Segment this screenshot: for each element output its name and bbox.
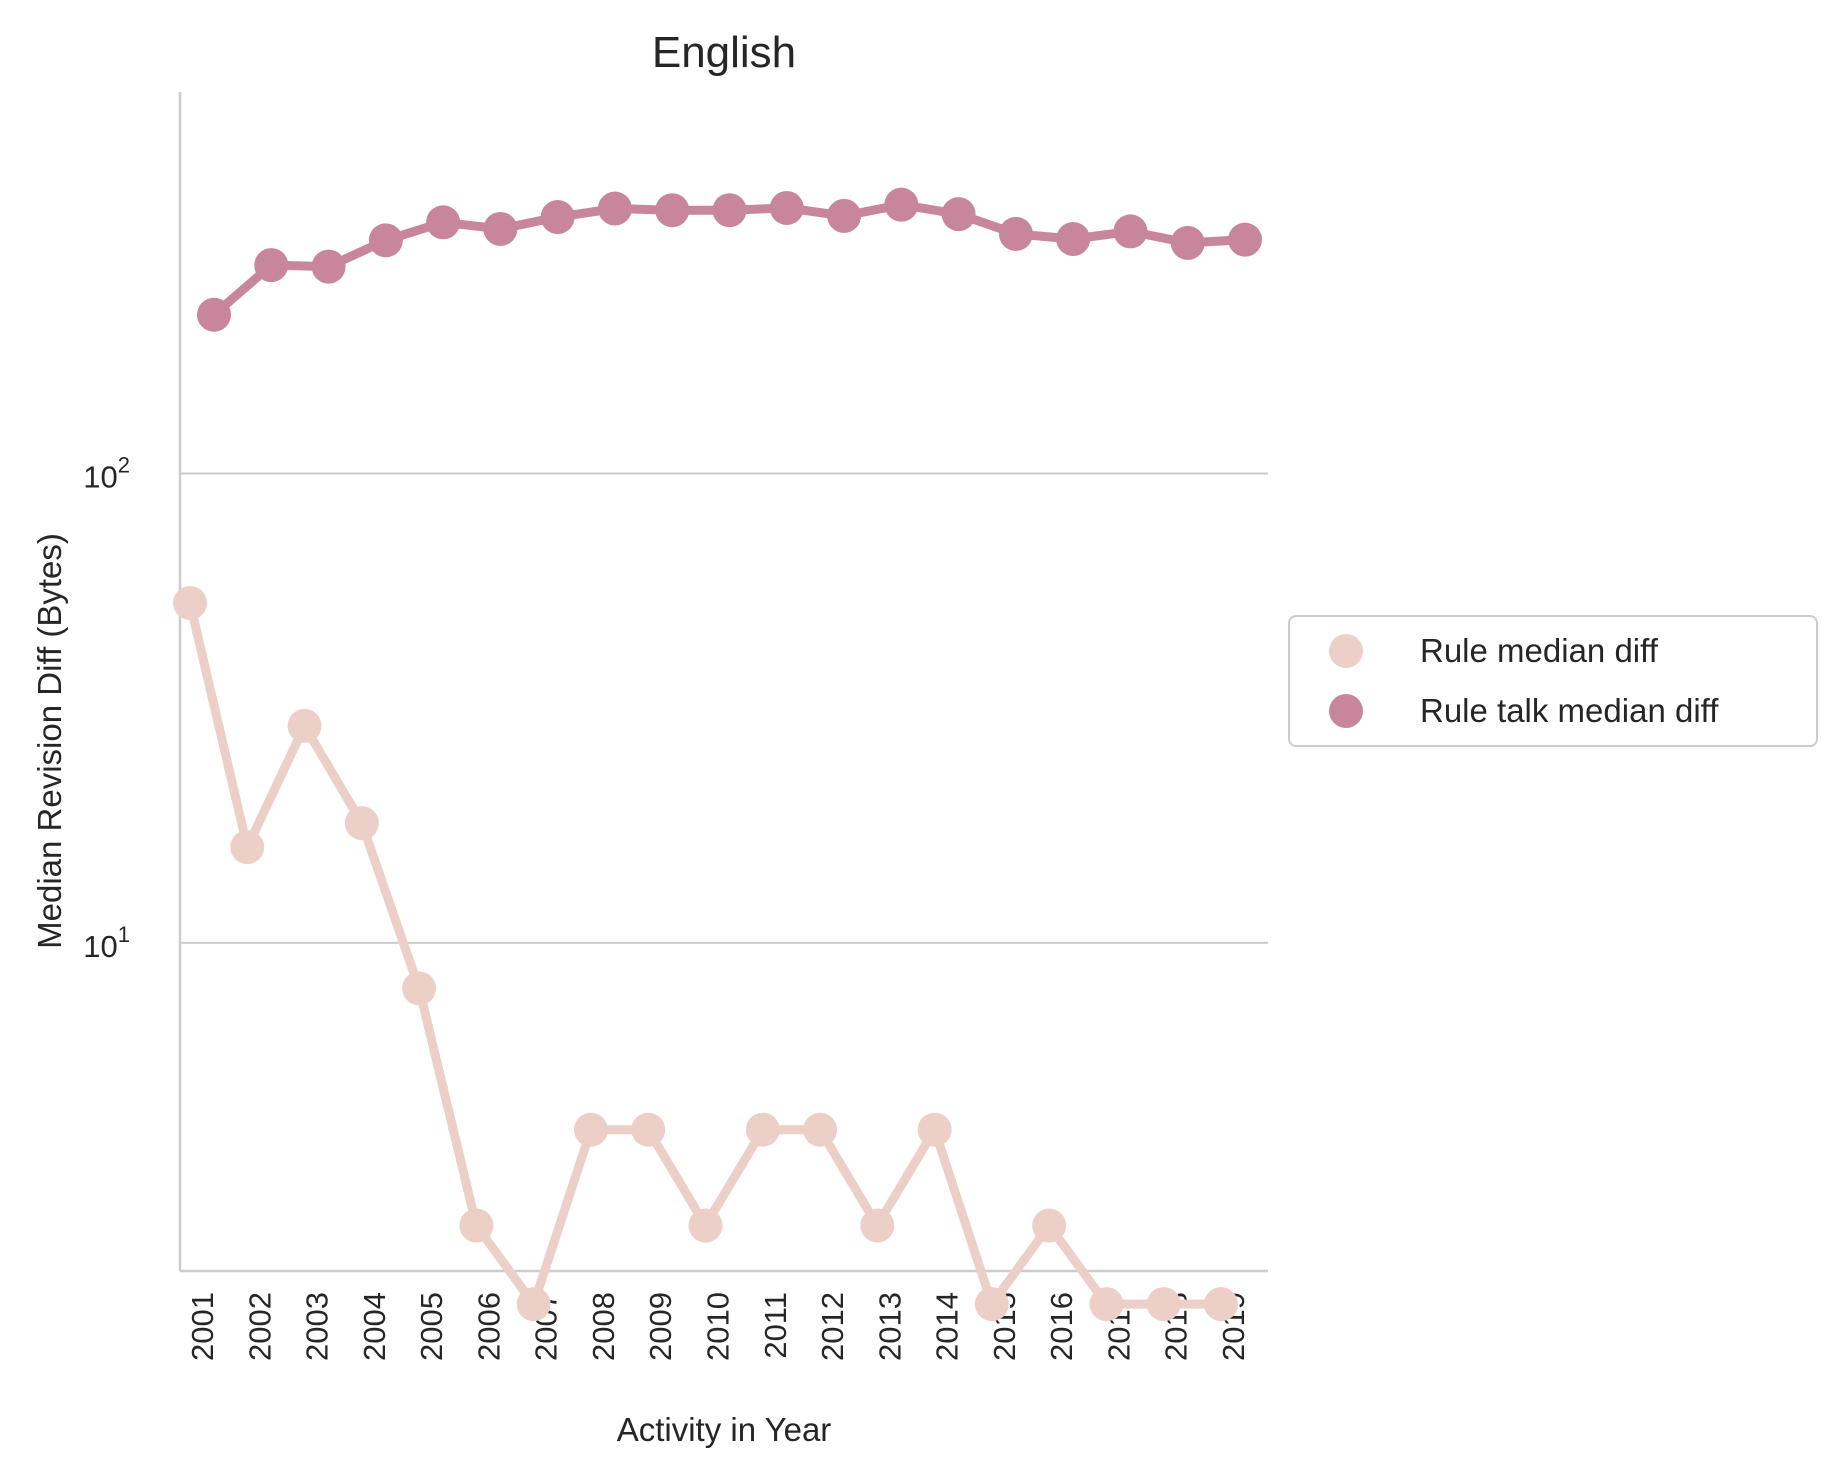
data-point <box>1056 222 1091 257</box>
legend-marker <box>1329 634 1363 668</box>
legend-marker <box>1329 694 1363 728</box>
data-point <box>197 297 231 332</box>
data-point <box>803 1112 838 1147</box>
data-point <box>402 971 437 1006</box>
data-point <box>998 216 1033 251</box>
data-point <box>173 585 207 620</box>
legend-label: Rule talk median diff <box>1420 692 1719 729</box>
gridlines <box>180 472 1268 944</box>
x-tick-label: 2002 <box>242 1292 277 1361</box>
data-point <box>1113 214 1148 249</box>
data-point <box>1204 1287 1238 1322</box>
x-tick-label: 2003 <box>300 1292 335 1361</box>
data-point <box>1032 1208 1067 1243</box>
x-tick-label: 2004 <box>357 1292 392 1361</box>
data-point <box>688 1208 723 1243</box>
data-point <box>540 200 575 235</box>
data-point <box>459 1208 494 1243</box>
data-point <box>1170 225 1205 260</box>
data-point <box>483 211 518 246</box>
x-tick-label: 2011 <box>758 1292 793 1359</box>
data-point <box>655 193 690 228</box>
x-tick-label: 2001 <box>185 1292 220 1361</box>
data-point <box>426 205 461 240</box>
x-tick-label: 2009 <box>643 1292 678 1361</box>
data-point <box>1146 1287 1181 1322</box>
data-point <box>860 1208 895 1243</box>
x-tick-label: 2016 <box>1044 1292 1079 1361</box>
legend: Rule median diff Rule talk median diff <box>1288 615 1818 747</box>
data-point <box>769 190 804 225</box>
series-1 <box>197 187 1262 332</box>
data-point <box>941 197 976 232</box>
legend-box <box>1288 615 1818 747</box>
data-point <box>631 1112 666 1147</box>
data-point <box>1089 1287 1124 1322</box>
x-tick-label: 2014 <box>930 1292 965 1361</box>
y-tick-label: 102 <box>83 453 130 495</box>
x-tick-label: 2010 <box>701 1292 736 1361</box>
series-line <box>185 601 1221 1309</box>
series-layer <box>173 187 1262 1322</box>
x-tick-label: 2005 <box>414 1292 449 1361</box>
y-axis-label: Median Revision Diff (Bytes) <box>31 533 68 949</box>
data-point <box>597 191 632 226</box>
data-point <box>573 1112 608 1147</box>
x-tick-label: 2006 <box>471 1292 506 1361</box>
data-point <box>368 223 403 258</box>
data-point <box>974 1287 1009 1322</box>
data-point <box>287 708 322 743</box>
x-axis-label: Activity in Year <box>617 1411 832 1448</box>
data-point <box>1228 222 1262 257</box>
legend-label: Rule median diff <box>1420 632 1659 669</box>
data-point <box>311 249 346 284</box>
data-point <box>712 193 747 228</box>
chart-title: English <box>652 28 796 77</box>
y-tick-label: 101 <box>83 922 130 964</box>
series-0 <box>173 585 1238 1322</box>
data-point <box>344 806 379 841</box>
data-point <box>516 1287 551 1322</box>
x-tick-label: 2012 <box>815 1292 850 1361</box>
data-point <box>745 1112 780 1147</box>
data-point <box>917 1112 952 1147</box>
x-tick-label: 2008 <box>586 1292 621 1361</box>
data-point <box>254 248 289 283</box>
data-point <box>827 198 862 233</box>
data-point <box>230 830 265 865</box>
data-point <box>884 187 919 222</box>
x-tick-label: 2013 <box>872 1292 907 1361</box>
